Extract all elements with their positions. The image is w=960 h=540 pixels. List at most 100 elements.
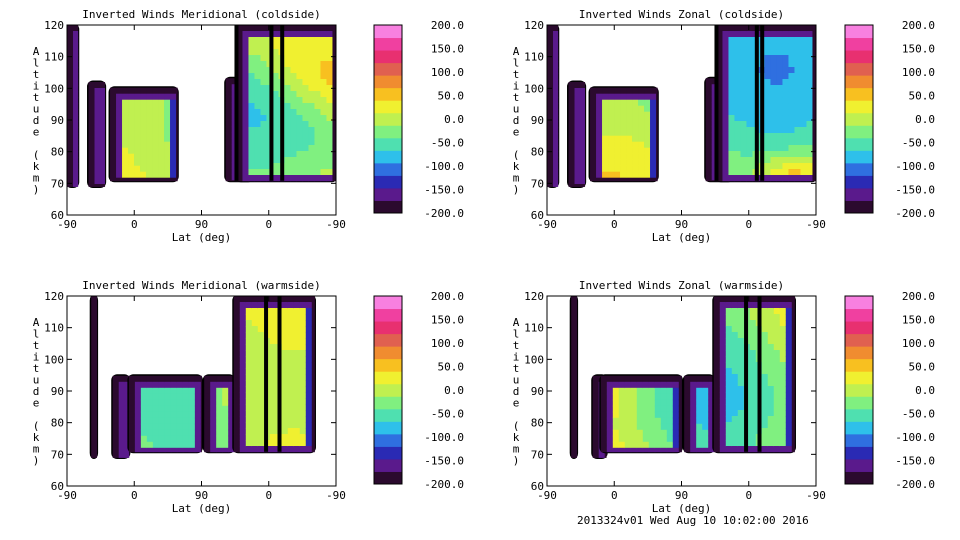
contour-cell bbox=[260, 133, 267, 140]
contour-cell bbox=[302, 121, 309, 128]
contour-cell bbox=[254, 25, 261, 32]
contour-cell bbox=[608, 117, 615, 125]
contour-cell bbox=[740, 139, 747, 146]
contour-cell bbox=[260, 97, 267, 104]
contour-cell bbox=[708, 435, 715, 443]
contour-cell bbox=[236, 139, 243, 146]
contour-cell bbox=[158, 405, 166, 413]
contour-cell bbox=[571, 320, 577, 327]
contour-cell bbox=[749, 410, 757, 417]
contour-cell bbox=[320, 61, 327, 68]
contour-cell bbox=[725, 392, 733, 399]
colorbar-swatch bbox=[845, 408, 873, 422]
contour-cell bbox=[290, 37, 297, 44]
contour-cell bbox=[779, 314, 787, 321]
contour-cell bbox=[158, 105, 165, 113]
contour-cell bbox=[67, 97, 74, 104]
contour-cell bbox=[618, 423, 626, 431]
contour-cell bbox=[708, 423, 715, 431]
contour-cell bbox=[116, 93, 123, 101]
y-tick-label: 100 bbox=[524, 82, 544, 95]
contour-cell bbox=[598, 453, 606, 458]
contour-cell bbox=[308, 121, 315, 128]
contour-cell bbox=[248, 49, 255, 56]
contour-cell bbox=[770, 67, 777, 74]
contour-cell bbox=[630, 417, 638, 425]
contour-cell bbox=[624, 447, 632, 453]
contour-cell bbox=[299, 410, 307, 417]
contour-cell bbox=[719, 440, 727, 447]
contour-cell bbox=[67, 109, 74, 116]
contour-cell bbox=[236, 49, 243, 56]
contour-cell bbox=[118, 411, 126, 419]
contour-cell bbox=[734, 61, 741, 68]
contour-cell bbox=[269, 356, 277, 363]
contour-cell bbox=[749, 296, 757, 303]
contour-cell bbox=[746, 175, 753, 182]
contour-cell bbox=[326, 55, 333, 62]
contour-cell bbox=[128, 111, 135, 119]
contour-cell bbox=[608, 129, 615, 137]
contour-cell bbox=[791, 350, 795, 357]
contour-cell bbox=[100, 130, 106, 137]
contour-cell bbox=[606, 405, 614, 413]
contour-cell bbox=[296, 169, 303, 176]
contour-cell bbox=[112, 393, 120, 401]
contour-cell bbox=[326, 121, 333, 128]
contour-cell bbox=[690, 399, 697, 407]
contour-cell bbox=[308, 49, 315, 56]
contour-cell bbox=[254, 175, 261, 182]
contour-cell bbox=[782, 109, 789, 116]
contour-cell bbox=[236, 67, 243, 74]
contour-cell bbox=[749, 350, 757, 357]
contour-cell bbox=[308, 109, 315, 116]
contour-cell bbox=[624, 387, 632, 395]
contour-cell bbox=[737, 416, 745, 423]
colorbar-swatch bbox=[845, 346, 873, 360]
contour-cell bbox=[713, 446, 721, 453]
contour-cell bbox=[182, 447, 190, 453]
colorbar-tick-label: -100.0 bbox=[424, 160, 464, 173]
contour-cell bbox=[794, 91, 801, 98]
contour-cell bbox=[332, 55, 336, 62]
contour-cell bbox=[67, 157, 74, 164]
contour-cell bbox=[767, 308, 775, 315]
contour-cell bbox=[606, 429, 614, 437]
contour-cell bbox=[311, 356, 315, 363]
contour-cell bbox=[91, 392, 97, 399]
contour-cell bbox=[100, 112, 106, 119]
contour-cell bbox=[788, 109, 795, 116]
contour-cell bbox=[779, 344, 787, 351]
contour-cell bbox=[779, 356, 787, 363]
contour-cell bbox=[225, 174, 233, 181]
contour-cell bbox=[200, 411, 202, 419]
colorbar-swatch bbox=[845, 458, 873, 472]
contour-cell bbox=[650, 153, 657, 161]
contour-cell bbox=[233, 302, 241, 309]
contour-cell bbox=[779, 380, 787, 387]
contour-cell bbox=[305, 350, 313, 357]
contour-cell bbox=[239, 326, 247, 333]
contour-cell bbox=[568, 178, 575, 185]
contour-cell bbox=[326, 115, 333, 122]
contour-cell bbox=[326, 163, 333, 170]
contour-cell bbox=[571, 332, 577, 339]
contour-cell bbox=[200, 435, 202, 443]
contour-cell bbox=[773, 422, 781, 429]
contour-cell bbox=[602, 135, 609, 143]
contour-cell bbox=[574, 88, 581, 95]
contour-cell bbox=[812, 127, 816, 134]
contour-cell bbox=[705, 108, 713, 115]
colorbar-swatch bbox=[374, 333, 402, 347]
contour-cell bbox=[654, 399, 662, 407]
contour-cell bbox=[776, 73, 783, 80]
contour-cell bbox=[606, 411, 614, 419]
contour-cell bbox=[293, 410, 301, 417]
contour-cell bbox=[666, 447, 674, 453]
contour-cell bbox=[118, 381, 126, 389]
contour-cell bbox=[216, 447, 223, 453]
contour-cell bbox=[311, 446, 315, 453]
contour-cell bbox=[794, 109, 801, 116]
contour-cell bbox=[636, 375, 644, 383]
contour-cell bbox=[128, 393, 136, 401]
